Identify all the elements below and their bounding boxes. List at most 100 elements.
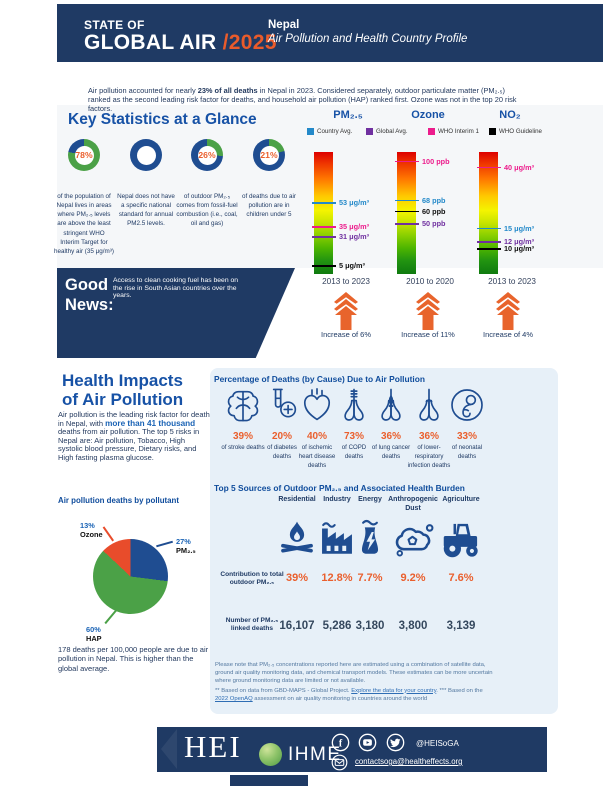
stat-caption: of deaths due to air pollution are in ch… bbox=[242, 193, 296, 219]
bottom-tab-decoration bbox=[230, 775, 308, 786]
deaths-row-label: Number of PM₂.₅ linked deaths bbox=[225, 617, 279, 632]
cause-lower-respiratory: 36% of lower-respiratory infection death… bbox=[407, 385, 451, 470]
marker-line bbox=[312, 265, 336, 268]
cause-caption: of stroke deaths bbox=[221, 444, 265, 451]
gauge-bar-no2: 40 μg/m³ 15 μg/m³ 12 μg/m³ 10 μg/m³ bbox=[477, 152, 534, 274]
marker-line bbox=[477, 241, 501, 243]
marker-label: 68 ppb bbox=[422, 195, 446, 205]
contribution-dust: 9.2% bbox=[400, 572, 426, 584]
para-bold: more than 41 thousand bbox=[105, 418, 196, 428]
cause-ischemic-heart: 40% of ischemic heart disease deaths bbox=[295, 385, 339, 470]
health-impacts-title-line1: Health Impacts bbox=[62, 371, 183, 390]
legend-swatch bbox=[428, 128, 435, 135]
header-banner: STATE OF GLOBAL AIR /2025 Nepal Air Poll… bbox=[57, 4, 603, 62]
marker-line bbox=[477, 227, 501, 230]
cause-caption: of COPD deaths bbox=[341, 444, 367, 460]
pie-name: HAP bbox=[86, 634, 102, 643]
causes-title: Percentage of Deaths (by Cause) Due to A… bbox=[214, 374, 425, 384]
source-header-industry: Industry bbox=[323, 496, 351, 503]
tractor-icon bbox=[438, 516, 484, 564]
explore-data-link[interactable]: Explore the data for your country bbox=[351, 687, 437, 694]
footnote-pre: ** Based on data from GBD-MAPS - Global … bbox=[215, 687, 352, 694]
pie-pct: 27% bbox=[176, 537, 191, 546]
footnote-mid: . *** Based on the bbox=[436, 687, 483, 694]
svg-text:f: f bbox=[339, 738, 343, 749]
brand-title-text: GLOBAL AIR bbox=[84, 31, 223, 54]
openaq-link[interactable]: 2022 OpenAQ bbox=[215, 695, 253, 702]
pie-leader-line bbox=[104, 609, 117, 624]
stat-population-pm25: 78% of the population of Nepal lives in … bbox=[53, 139, 115, 256]
legend-swatch bbox=[307, 128, 314, 135]
legend-who-interim: WHO Interim 1 bbox=[428, 128, 479, 135]
marker-label: 12 μg/m³ bbox=[504, 237, 535, 247]
marker-label: 10 μg/m³ bbox=[504, 244, 535, 254]
email-icon[interactable] bbox=[331, 754, 348, 771]
marker-line bbox=[312, 202, 336, 204]
marker-label: 100 ppb bbox=[422, 156, 450, 166]
legend-global-avg: Global Avg. bbox=[366, 128, 408, 135]
gauge-bar-ozone: 100 ppb 68 ppb 60 ppb 50 ppb bbox=[395, 152, 450, 274]
marker-line bbox=[477, 166, 501, 169]
stat-percentage: 21% bbox=[260, 150, 278, 160]
marker-label: 31 μg/m³ bbox=[339, 232, 370, 242]
deaths-industry: 5,286 bbox=[322, 620, 352, 632]
dust-cloud-icon bbox=[390, 516, 436, 564]
legend-swatch bbox=[489, 128, 496, 135]
cause-diabetes: 20% of diabetes deaths bbox=[260, 385, 304, 461]
footnote-paragraph: Please note that PM₂.₅ concentrations re… bbox=[215, 662, 493, 685]
youtube-icon[interactable] bbox=[358, 733, 377, 752]
gauge-period-pm25: 2013 to 2023 bbox=[322, 277, 370, 286]
footer-bar: HEI IHME f @HEISoGA contactsoga@healthef… bbox=[157, 727, 547, 772]
health-impacts-title-line2: of Air Pollution bbox=[62, 390, 184, 410]
good-news-banner: Good News: Access to clean cooking fuel … bbox=[57, 268, 295, 358]
marker-line bbox=[395, 210, 419, 213]
marker-line bbox=[395, 160, 419, 163]
good-news-text: Access to clean cooking fuel has been on… bbox=[113, 277, 239, 300]
health-burden-panel bbox=[210, 368, 558, 714]
profile-subtitle: Air Pollution and Health Country Profile bbox=[268, 33, 468, 45]
gauge-period-no2: 2013 to 2023 bbox=[488, 277, 536, 286]
key-stats-title: Key Statistics at a Glance bbox=[68, 111, 257, 128]
brand-title: GLOBAL AIR /2025 bbox=[84, 31, 277, 55]
pie-leader-line bbox=[156, 540, 173, 547]
marker-label: 5 μg/m³ bbox=[339, 261, 365, 271]
footnote: Please note that PM₂.₅ concentrations re… bbox=[215, 661, 497, 703]
cause-stroke: 39% of stroke deaths bbox=[221, 385, 265, 452]
ihme-logo: IHME bbox=[288, 744, 342, 765]
legend-label: Country Avg. bbox=[317, 128, 353, 135]
health-impacts-title: Health Impacts of Air Pollution bbox=[62, 371, 183, 409]
cause-caption: of neonatal deaths bbox=[451, 444, 483, 460]
facebook-icon[interactable]: f bbox=[331, 733, 350, 752]
cause-caption: of lung cancer deaths bbox=[371, 444, 411, 460]
stat-caption: of the population of Nepal lives in area… bbox=[54, 193, 114, 255]
diabetes-icon bbox=[260, 385, 304, 430]
marker-label: 15 μg/m³ bbox=[504, 223, 535, 233]
gauge-bar-pm25: 53 μg/m³ 35 μg/m³ 31 μg/m³ 5 μg/m³ bbox=[312, 152, 369, 274]
source-header-anthropogenic-dust: Anthropogenic Dust bbox=[388, 496, 438, 512]
twitter-icon[interactable] bbox=[386, 733, 405, 752]
pie-label-pm25: 27% PM₂.₅ bbox=[176, 537, 236, 555]
power-plant-icon bbox=[347, 516, 393, 564]
para-pre: Air pollution is the leading risk factor… bbox=[58, 410, 210, 428]
stat-fossil-fuel: 26% of outdoor PM₂.₅ comes from fossil-f… bbox=[176, 139, 238, 229]
deaths-dust: 3,800 bbox=[398, 620, 428, 632]
heart-icon bbox=[295, 385, 339, 430]
intro-paragraph: Air pollution accounted for nearly 23% o… bbox=[88, 86, 526, 113]
marker-label: 60 ppb bbox=[422, 206, 446, 216]
gauge-title-pm25: PM₂.₅ bbox=[333, 109, 363, 121]
factory-icon bbox=[314, 516, 360, 564]
pie-chart-title: Air pollution deaths by pollutant bbox=[58, 496, 179, 505]
legend-country-avg: Country Avg. bbox=[307, 128, 352, 135]
legend-who-guideline: WHO Guideline bbox=[489, 128, 542, 135]
deaths-energy: 3,180 bbox=[355, 620, 385, 632]
gauge-period-ozone: 2010 to 2020 bbox=[406, 277, 454, 286]
intro-pre: Air pollution accounted for nearly bbox=[88, 86, 198, 95]
pie-name: Ozone bbox=[80, 530, 103, 539]
gauge-title-no2: NO₂ bbox=[499, 109, 521, 121]
source-header-energy: Energy bbox=[358, 496, 382, 503]
contact-email-link[interactable]: contactsoga@healtheffects.org bbox=[355, 757, 463, 766]
marker-line bbox=[477, 248, 501, 251]
brand-kicker: STATE OF bbox=[84, 18, 145, 32]
sources-title: Top 5 Sources of Outdoor PM₂.₅ and Assoc… bbox=[214, 483, 465, 493]
contribution-energy: 7.7% bbox=[357, 572, 383, 584]
